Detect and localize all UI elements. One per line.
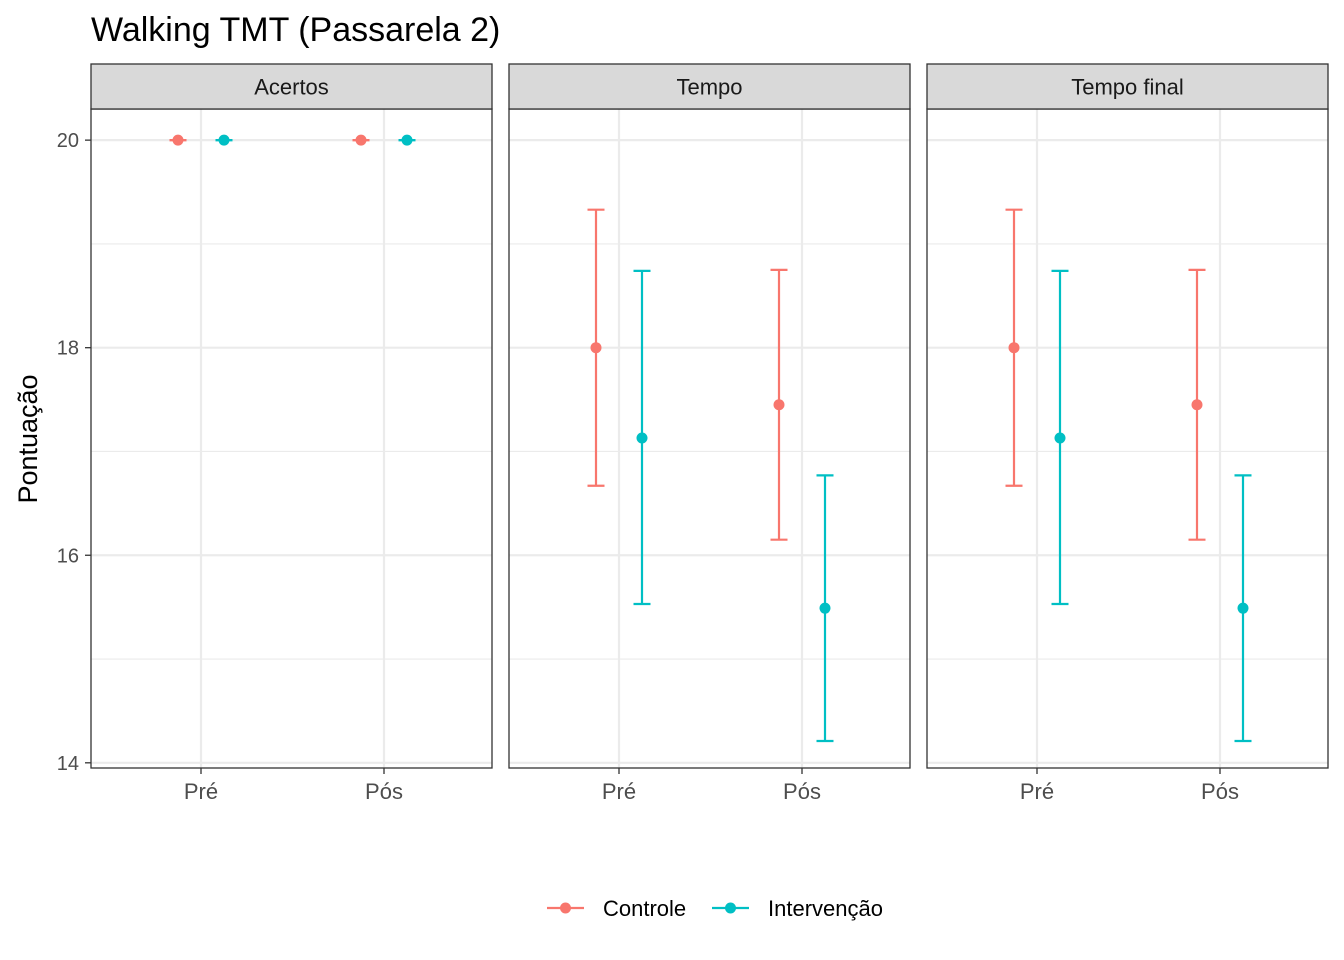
legend-key-point (560, 902, 571, 914)
point-tempo-final-intervencao-pre (1054, 432, 1066, 444)
legend: Controle Intervenção (547, 896, 883, 921)
y-tick-label-18: 18 (57, 338, 79, 360)
legend-item-intervencao: Intervenção (712, 896, 883, 921)
point-tempo-intervencao-pre (636, 432, 648, 444)
x-tick-label-pos: Pós (1201, 779, 1239, 804)
y-axis: 14 16 18 20 (57, 130, 91, 775)
strip-tempo-final (926, 63, 1329, 110)
panel-tempo-final: Tempo final Pré Pós (926, 63, 1329, 804)
legend-label-controle: Controle (603, 896, 686, 921)
y-tick-label-16: 16 (57, 545, 79, 567)
panel-background (509, 109, 910, 768)
strip-tempo (508, 63, 911, 110)
point-tempo-final-controle-pre (1008, 342, 1020, 354)
facet-panels: Acertos Pré Pós Tempo Pré Pós Tempo final Pré Pó… (90, 63, 1329, 804)
x-tick-label-pre: Pré (1020, 779, 1054, 804)
legend-item-controle: Controle (547, 896, 686, 921)
strip-acertos (90, 63, 493, 110)
x-tick-label-pre: Pré (184, 779, 218, 804)
y-tick-label-20: 20 (57, 130, 79, 152)
point-tempo-intervencao-pos (819, 602, 831, 614)
x-tick-label-pos: Pós (783, 779, 821, 804)
chart-title: Walking TMT (Passarela 2) (91, 11, 500, 49)
point-tempo-controle-pre (590, 342, 602, 354)
point-acertos-intervencao-pre (218, 134, 230, 146)
panel-tempo: Tempo Pré Pós (508, 63, 911, 804)
strip-label-tempo: Tempo (676, 75, 742, 100)
legend-key-point (725, 902, 736, 914)
strip-label-tempo-final: Tempo final (1071, 75, 1184, 100)
point-acertos-controle-pre (172, 134, 184, 146)
point-tempo-final-controle-pos (1191, 399, 1203, 411)
panel-acertos: Acertos Pré Pós (90, 63, 493, 804)
panel-background (91, 109, 492, 768)
y-axis-title: Pontuação (13, 374, 43, 503)
point-acertos-intervencao-pos (401, 134, 413, 146)
x-tick-label-pos: Pós (365, 779, 403, 804)
panel-background (927, 109, 1328, 768)
strip-label-acertos: Acertos (254, 75, 329, 100)
legend-label-intervencao: Intervenção (768, 896, 883, 921)
y-tick-label-14: 14 (57, 753, 79, 775)
x-tick-label-pre: Pré (602, 779, 636, 804)
point-tempo-final-intervencao-pos (1237, 602, 1249, 614)
point-tempo-controle-pos (773, 399, 785, 411)
point-acertos-controle-pos (355, 134, 367, 146)
